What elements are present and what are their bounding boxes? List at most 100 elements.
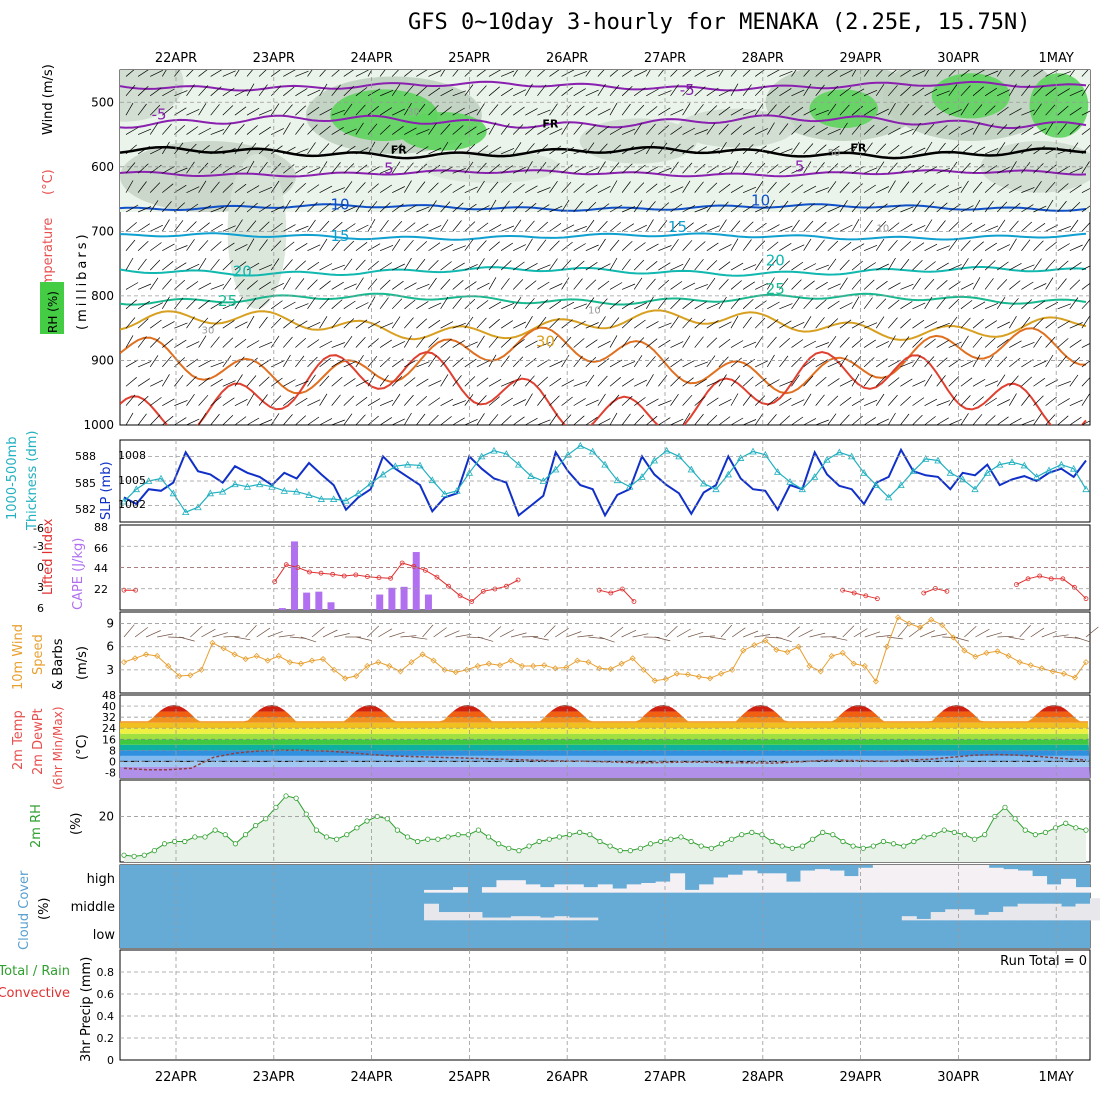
- wind-speed-point: [1060, 670, 1067, 677]
- wind-barb: [319, 298, 330, 310]
- rh-point: [222, 832, 228, 838]
- wind-barb: [258, 299, 270, 310]
- wind-speed-point: [474, 662, 481, 670]
- wind-barb: [815, 376, 827, 387]
- wind-barb: [948, 376, 960, 387]
- wind-barb: [488, 181, 499, 193]
- wind-barb-10m: [256, 627, 271, 638]
- rh-point: [121, 852, 127, 858]
- wind-barb: [464, 281, 477, 290]
- wind-barb: [1081, 238, 1090, 251]
- wind-barb: [960, 127, 974, 135]
- high-cloud: [684, 889, 700, 893]
- wind-barb: [779, 183, 791, 193]
- wind-barb: [779, 320, 792, 329]
- wind-speed-point: [651, 677, 658, 684]
- wind-barb: [125, 317, 136, 329]
- wind-barb: [682, 85, 693, 97]
- wind-barb: [1081, 188, 1090, 193]
- thickness-point: [1032, 473, 1041, 480]
- wind-barb: [924, 398, 938, 406]
- wind-barb: [948, 161, 958, 174]
- wind-barb: [149, 164, 162, 174]
- thickness-point: [835, 448, 844, 456]
- wind-barb: [258, 186, 273, 193]
- wind-barb: [319, 220, 330, 232]
- wind-barb: [367, 320, 381, 329]
- wind-barb: [1057, 303, 1071, 310]
- rh-point: [779, 843, 785, 849]
- wind-speed-point: [530, 662, 537, 670]
- wind-barb: [1069, 262, 1082, 271]
- wind-barb: [960, 395, 971, 406]
- wind-barb: [1069, 167, 1083, 174]
- wind-barb: [730, 125, 742, 135]
- wind-barb: [512, 201, 524, 213]
- wind-barb: [283, 336, 293, 348]
- wind-barb: [512, 184, 525, 193]
- wind-barb: [646, 398, 659, 406]
- isotherm: [120, 145, 1087, 160]
- wind-barb: [1069, 339, 1082, 348]
- wind-barb: [694, 301, 707, 310]
- mid-cloud: [959, 909, 975, 921]
- wind-barb: [948, 298, 960, 310]
- x-tick-label-bottom: 26APR: [546, 1070, 588, 1085]
- thickness-point: [514, 460, 523, 468]
- wind-barb: [912, 200, 921, 213]
- wind-barb: [149, 397, 162, 406]
- wind-speed-point: [607, 666, 614, 673]
- wind-barb: [912, 337, 923, 348]
- li-tick: 6: [37, 602, 44, 615]
- wind-barb: [960, 377, 973, 387]
- wind-barb-10m: [555, 628, 569, 638]
- wind-barb: [270, 395, 282, 406]
- wind-barb: [912, 355, 921, 368]
- wind-barb: [258, 144, 270, 155]
- wind-barb: [633, 397, 646, 406]
- li-point: [388, 575, 393, 581]
- thickness-point: [921, 455, 930, 462]
- wind-barb: [827, 223, 840, 232]
- wind-barb: [246, 70, 253, 77]
- wind-barb: [803, 316, 812, 329]
- wind-barb: [718, 183, 731, 193]
- wind-barb-10m: [145, 630, 161, 638]
- wind-barb: [912, 87, 925, 97]
- wind-barb: [875, 375, 887, 387]
- high-cloud: [699, 884, 715, 893]
- wind-barb-10m: [831, 636, 848, 641]
- wind-barb: [392, 108, 405, 116]
- ylabel-rh2m-unit: (%): [69, 813, 84, 836]
- wind-barb: [670, 418, 684, 425]
- thickness-point: [379, 470, 387, 478]
- wind-barb: [863, 244, 878, 252]
- wind-barb: [500, 242, 513, 252]
- wind-speed-point: [773, 646, 780, 653]
- wind-barb: [1069, 107, 1082, 116]
- wind-barb: [476, 85, 487, 97]
- wind-barb: [670, 298, 681, 310]
- wind-barb: [597, 143, 608, 155]
- rh-point: [931, 832, 937, 838]
- wind-barb: [452, 262, 465, 271]
- wind-barb: [295, 70, 309, 77]
- wind-barb: [815, 419, 829, 425]
- wind-barb: [900, 103, 910, 116]
- wind-barb: [1057, 71, 1071, 77]
- wind-barb: [379, 70, 386, 77]
- wind-barb: [379, 89, 394, 97]
- ylabel-dewpt: 2m DewPt: [31, 708, 46, 775]
- wind-barb: [500, 70, 515, 77]
- wind-barb: [960, 85, 971, 97]
- wind-barb: [561, 122, 570, 135]
- wind-barb: [851, 415, 863, 425]
- wind-barb: [149, 414, 161, 425]
- wind-barb-10m: [599, 636, 615, 643]
- x-tick-label-bottom: 23APR: [253, 1070, 295, 1085]
- wind-barb: [379, 167, 394, 174]
- wind-barb: [682, 180, 691, 193]
- wind-barb: [1008, 83, 1017, 96]
- wind-barb: [585, 107, 598, 116]
- temp-color-band: [120, 755, 1090, 762]
